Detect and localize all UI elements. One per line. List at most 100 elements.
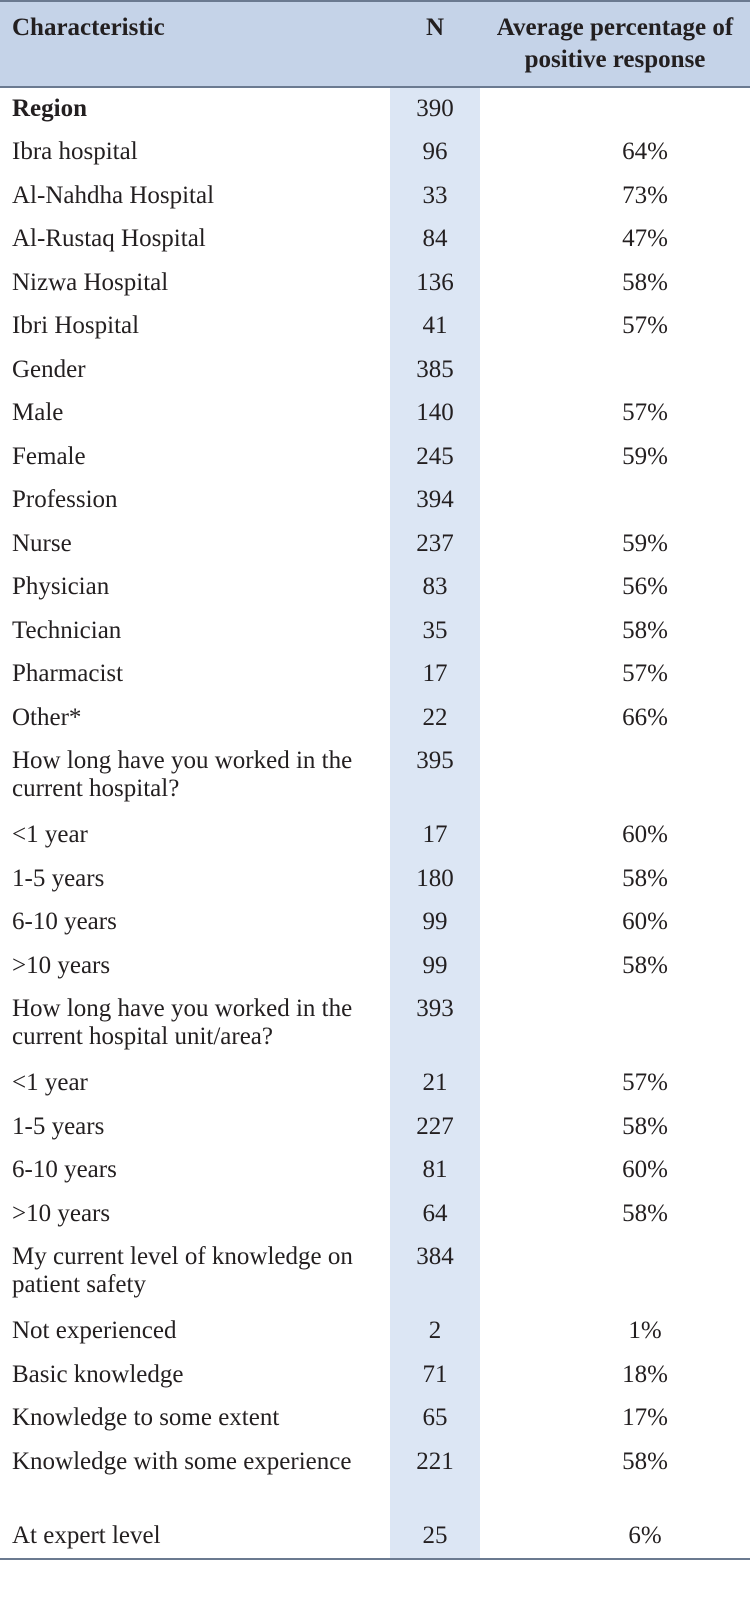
table-row: Nurse 237 59%	[0, 522, 750, 566]
row-n: 99	[390, 901, 480, 945]
table-row: 6-10 years 81 60%	[0, 1149, 750, 1193]
row-characteristic: Basic knowledge	[12, 1360, 184, 1388]
row-n: 41	[390, 305, 480, 349]
row-n: 83	[390, 566, 480, 610]
table-row: Technician 35 58%	[0, 609, 750, 653]
header-n: N	[425, 14, 445, 41]
table-row: Al-Nahdha Hospital 33 73%	[0, 174, 750, 218]
row-characteristic: 6-10 years	[12, 908, 117, 935]
table-body: Region 390 Ibra hospital 96 64% Al-Nahdha Hos…	[0, 87, 750, 1560]
row-characteristic: How long have you worked in the current …	[12, 747, 353, 802]
table-row: Not experienced 2 1%	[0, 1310, 750, 1354]
row-average-percentage: 59%	[622, 442, 668, 470]
row-average-percentage: 73%	[622, 181, 668, 209]
table-row: <1 year 17 60%	[0, 814, 750, 858]
row-average-percentage: 18%	[622, 1360, 668, 1388]
row-average-percentage: 57%	[622, 1069, 668, 1096]
header-row: Characteristic N Average percentage of p…	[0, 1, 750, 87]
row-characteristic: Al-Rustaq Hospital	[12, 225, 206, 252]
row-n: 35	[390, 609, 480, 653]
row-n: 384	[390, 1236, 480, 1310]
table-row: Region 390	[0, 87, 750, 131]
row-n: 2	[390, 1310, 480, 1354]
row-characteristic: Pharmacist	[12, 660, 124, 687]
row-average-percentage	[480, 479, 750, 523]
table-row: <1 year 21 57%	[0, 1062, 750, 1106]
row-average-percentage	[480, 1236, 750, 1310]
table-row: Ibra hospital 96 64%	[0, 131, 750, 175]
row-n: 394	[390, 479, 480, 523]
row-average-percentage: 47%	[622, 225, 668, 252]
row-average-percentage: 58%	[622, 1447, 668, 1475]
row-n: 21	[390, 1062, 480, 1106]
row-characteristic: >10 years	[12, 1199, 111, 1227]
row-characteristic: Not experienced	[12, 1317, 177, 1344]
table-row: Gender 385	[0, 348, 750, 393]
row-characteristic: How long have you worked in the current …	[12, 995, 353, 1050]
row-average-percentage: 60%	[622, 908, 668, 935]
row-characteristic: 1-5 years	[12, 1112, 105, 1140]
row-n: 96	[390, 131, 480, 175]
row-average-percentage: 57%	[622, 399, 668, 426]
row-characteristic: Ibri Hospital	[12, 312, 140, 339]
row-characteristic: Male	[12, 399, 64, 426]
row-n: 180	[390, 857, 480, 901]
row-characteristic: Al-Nahdha Hospital	[12, 181, 215, 209]
row-characteristic: <1 year	[12, 1069, 88, 1096]
table-row: Pharmacist 17 57%	[0, 653, 750, 697]
row-characteristic: >10 years	[12, 951, 111, 979]
row-average-percentage: 66%	[622, 703, 668, 731]
row-n: 65	[390, 1397, 480, 1441]
table-row: Ibri Hospital 41 57%	[0, 305, 750, 349]
row-characteristic: Profession	[12, 486, 118, 513]
row-average-percentage: 17%	[622, 1404, 668, 1431]
row-n: 17	[390, 814, 480, 858]
row-average-percentage	[480, 349, 750, 393]
row-characteristic: Knowledge to some extent	[12, 1404, 280, 1431]
row-average-percentage: 57%	[622, 660, 668, 687]
row-average-percentage	[480, 87, 750, 131]
row-n: 393	[390, 988, 480, 1062]
row-n: 64	[390, 1192, 480, 1236]
row-average-percentage: 1%	[628, 1317, 662, 1344]
header-characteristic: Characteristic	[12, 14, 165, 41]
table-row: My current level of knowledge on patient…	[0, 1236, 750, 1310]
row-n: 395	[390, 740, 480, 814]
header-average-percentage: Average percentage of positive response	[496, 14, 734, 73]
row-characteristic: Region	[12, 95, 87, 122]
row-characteristic: Other*	[12, 703, 82, 731]
row-n: 385	[390, 348, 480, 392]
row-average-percentage: 58%	[622, 951, 668, 979]
row-average-percentage: 60%	[622, 821, 668, 848]
table-row: >10 years 99 58%	[0, 944, 750, 988]
table-row: Other* 22 66%	[0, 696, 750, 740]
table-row: How long have you worked in the current …	[0, 988, 750, 1062]
table-row: >10 years 64 58%	[0, 1192, 750, 1236]
table-row: Nizwa Hospital 136 58%	[0, 261, 750, 305]
row-n: 25	[390, 1514, 480, 1560]
row-average-percentage	[480, 988, 750, 1062]
table-row: Al-Rustaq Hospital 84 47%	[0, 218, 750, 262]
row-characteristic: Physician	[12, 573, 110, 600]
row-characteristic: Technician	[12, 616, 122, 644]
row-characteristic: 6-10 years	[12, 1156, 117, 1183]
row-average-percentage: 56%	[622, 573, 668, 600]
row-average-percentage: 6%	[480, 1514, 750, 1560]
row-characteristic: At expert level	[0, 1514, 390, 1560]
row-average-percentage: 58%	[622, 1112, 668, 1140]
row-characteristic: Female	[12, 442, 86, 470]
table-row: 6-10 years 99 60%	[0, 901, 750, 945]
row-n: 227	[390, 1105, 480, 1149]
row-characteristic: Gender	[12, 355, 86, 383]
row-average-percentage	[480, 740, 750, 814]
row-average-percentage: 59%	[622, 529, 668, 557]
row-average-percentage: 58%	[622, 268, 668, 296]
row-average-percentage: 57%	[622, 312, 668, 339]
row-average-percentage: 64%	[622, 138, 668, 165]
row-characteristic: Nurse	[12, 529, 72, 557]
table-row: Basic knowledge 71 18%	[0, 1353, 750, 1397]
table-row: 1-5 years 180 58%	[0, 857, 750, 901]
row-n: 22	[390, 696, 480, 740]
table-row: Female 245 59%	[0, 435, 750, 479]
row-n: 71	[390, 1353, 480, 1397]
